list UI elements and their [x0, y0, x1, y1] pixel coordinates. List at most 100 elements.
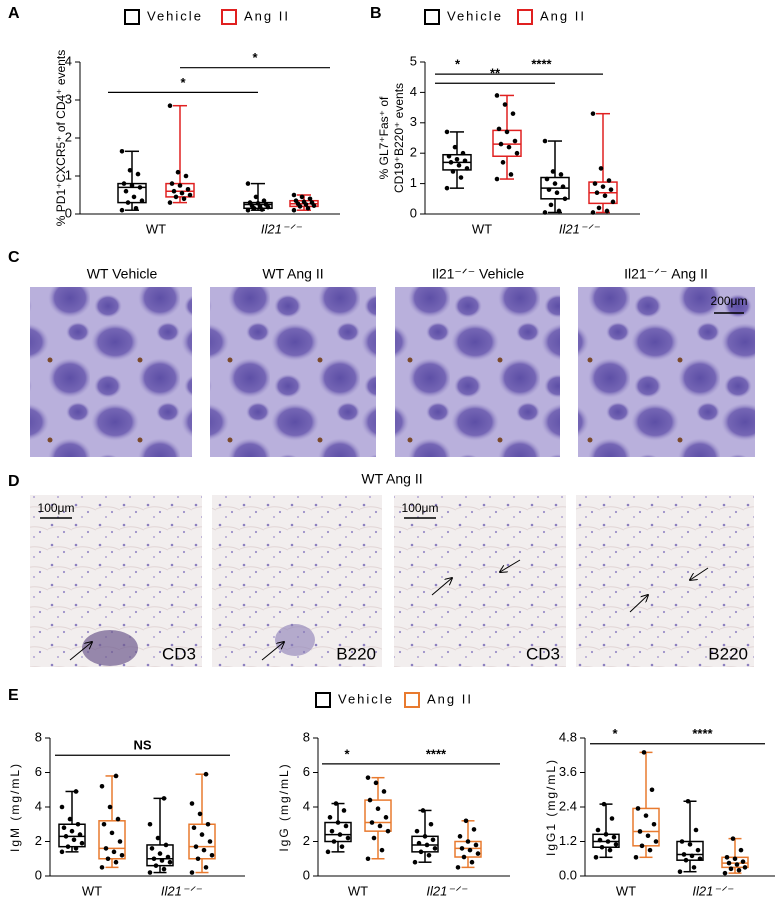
data-point [416, 840, 422, 846]
data-point [59, 849, 65, 855]
data-point [149, 846, 155, 851]
significance-label: **** [692, 726, 713, 741]
data-point [175, 169, 181, 175]
data-point [245, 207, 251, 213]
data-point [593, 855, 599, 860]
stain-label: CD3 [162, 644, 196, 663]
data-point [383, 815, 389, 820]
y-tick-label: 2 [303, 833, 310, 848]
significance-label: * [252, 50, 258, 65]
box [58, 823, 86, 848]
data-point [452, 144, 458, 150]
y-tick-label: 6 [303, 764, 310, 779]
data-point [293, 198, 299, 203]
data-point [462, 158, 468, 164]
scale-label: 200μm [711, 294, 748, 308]
data-point [179, 190, 185, 196]
x-tick-label: Il21⁻ᐟ⁻ [161, 883, 202, 898]
y-tick-label: 1 [65, 167, 72, 182]
data-point [119, 149, 125, 154]
data-point [469, 859, 475, 865]
data-point [498, 141, 504, 147]
data-point [155, 835, 161, 841]
data-point [603, 832, 609, 837]
data-point [645, 833, 651, 839]
micrograph [578, 287, 755, 457]
data-point [592, 181, 598, 186]
data-point [450, 169, 456, 174]
data-point [687, 842, 693, 847]
data-point [464, 166, 470, 171]
data-point [137, 185, 143, 190]
data-point [610, 199, 616, 205]
data-point [115, 816, 121, 822]
data-point [245, 181, 251, 186]
y-tick-label: 2 [35, 833, 42, 848]
data-point [647, 847, 653, 853]
data-point [649, 787, 655, 793]
data-point [455, 865, 461, 870]
arrow [69, 642, 92, 661]
data-point [195, 856, 201, 862]
data-point [343, 823, 349, 829]
data-point [448, 160, 454, 165]
data-point [732, 856, 738, 862]
data-point [597, 837, 603, 843]
arrow [629, 595, 648, 613]
data-point [209, 853, 215, 858]
data-point [161, 796, 167, 801]
panel-label: D [8, 473, 20, 490]
data-point [506, 144, 512, 150]
data-point [728, 866, 734, 872]
legend-label: Ang II [427, 691, 473, 706]
data-point [552, 181, 558, 186]
data-point [129, 183, 135, 188]
data-point [514, 150, 520, 156]
y-tick-label: 4 [35, 798, 42, 813]
data-point [157, 851, 163, 856]
data-point [590, 111, 596, 116]
x-tick-label: WT [472, 221, 492, 236]
data-point [165, 854, 171, 860]
data-point [133, 206, 139, 211]
y-tick-label: 0 [410, 205, 417, 220]
y-tick-label: 0 [35, 867, 42, 882]
data-point [327, 815, 333, 820]
x-tick-label: Il21⁻ᐟ⁻ [426, 883, 467, 898]
data-point [609, 816, 615, 821]
data-point [542, 210, 548, 215]
data-point [500, 160, 506, 165]
data-point [724, 855, 730, 860]
legend-swatch [315, 692, 331, 708]
data-point [432, 846, 438, 851]
y-axis-label: % PD1⁺CXCR5⁺ of CD4⁺ events [54, 50, 68, 226]
data-point [418, 849, 424, 855]
data-point [681, 852, 687, 857]
y-tick-label: 0.0 [559, 867, 577, 882]
image-title: Il21⁻ᐟ⁻ Vehicle [432, 266, 525, 282]
data-point [562, 196, 568, 202]
data-point [508, 172, 514, 177]
data-point [247, 200, 253, 205]
y-tick-label: 2 [410, 145, 417, 160]
data-point [465, 839, 471, 844]
legend-swatch [124, 9, 140, 25]
data-point [458, 175, 464, 180]
data-point [61, 825, 67, 830]
data-point [679, 839, 685, 844]
data-point [560, 184, 566, 189]
y-axis-label: CD19⁺B220⁺ events [392, 83, 406, 193]
data-point [113, 773, 119, 779]
data-point [604, 208, 610, 214]
stain [275, 624, 315, 656]
data-point [331, 839, 337, 844]
data-point [375, 806, 381, 812]
data-point [253, 194, 259, 200]
data-point [135, 171, 141, 177]
data-point [203, 771, 209, 777]
panel-label: C [8, 249, 20, 266]
data-point [177, 183, 183, 188]
data-point [337, 832, 343, 837]
data-point [697, 856, 703, 862]
